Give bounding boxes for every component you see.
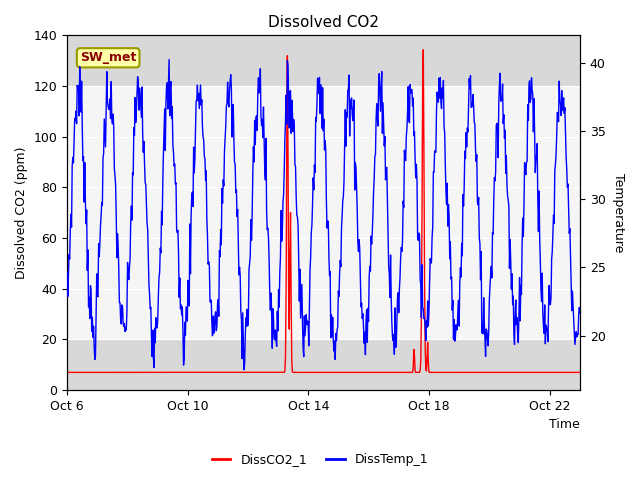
Bar (67, 86, 580, 339)
Y-axis label: Dissolved CO2 (ppm): Dissolved CO2 (ppm) (15, 146, 28, 279)
Text: SW_met: SW_met (80, 51, 136, 64)
Y-axis label: Temperature: Temperature (612, 173, 625, 252)
Legend: DissCO2_1, DissTemp_1: DissCO2_1, DissTemp_1 (207, 448, 433, 471)
Title: Dissolved CO2: Dissolved CO2 (268, 15, 379, 30)
X-axis label: Time: Time (549, 419, 580, 432)
